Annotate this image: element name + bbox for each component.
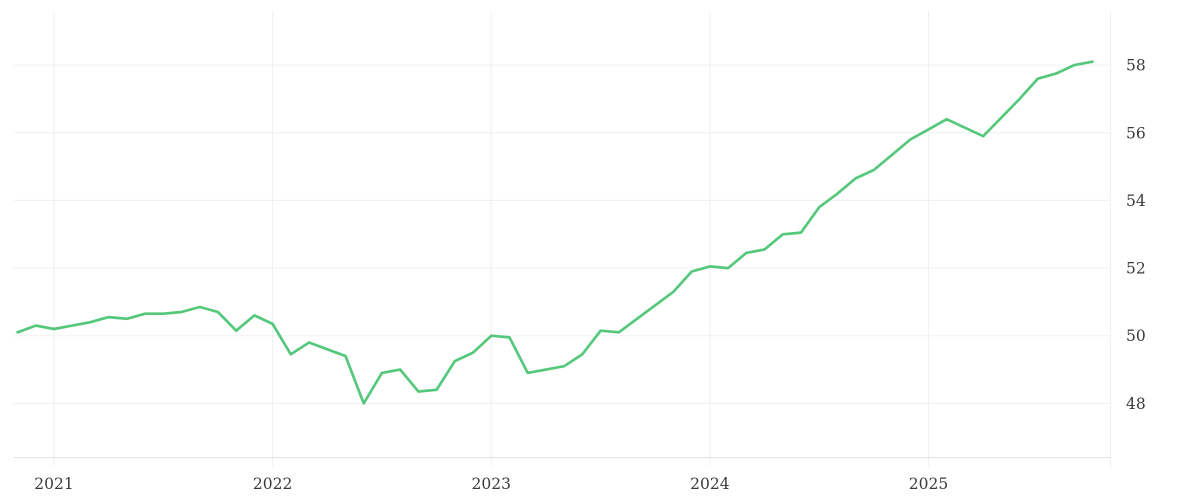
x-tick-label: 2022 <box>253 475 292 493</box>
series-line <box>16 60 1094 405</box>
x-tick-label: 2024 <box>690 475 730 493</box>
y-tick-label: 52 <box>1126 260 1146 278</box>
y-tick-label: 48 <box>1126 395 1146 413</box>
y-tick-label: 58 <box>1126 57 1146 75</box>
x-tick-label: 2023 <box>472 475 511 493</box>
y-tick-label: 56 <box>1126 124 1146 142</box>
x-tick-label: 2025 <box>909 475 948 493</box>
x-tick-label: 2021 <box>34 475 73 493</box>
y-tick-label: 50 <box>1126 327 1146 345</box>
y-tick-label: 54 <box>1126 192 1146 210</box>
